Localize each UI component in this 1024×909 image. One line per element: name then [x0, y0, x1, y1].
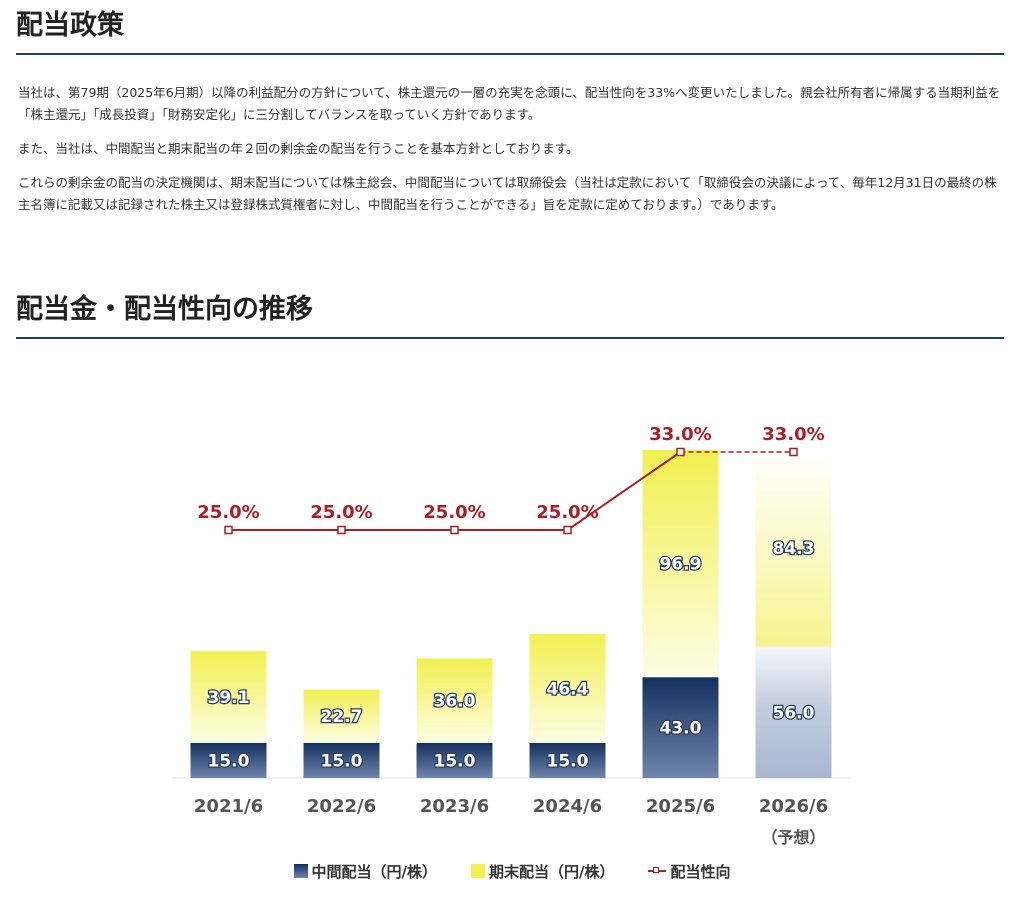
bar-interim-2026/6: [755, 646, 832, 778]
ratio-label-2021/6: 25.0%: [197, 502, 259, 523]
ratio-point-2021/6: [224, 525, 233, 535]
bar-final-2023/6: [416, 658, 493, 743]
final-value-label-2025/6: 96.9: [660, 555, 702, 575]
final-value-label-2026/6: 84.3: [773, 539, 815, 559]
x-tick-label-2022/6: 2022/6: [307, 796, 376, 817]
dividend-trend-title: 配当金・配当性向の推移: [16, 294, 313, 325]
x-tick-label-2024/6: 2024/6: [533, 796, 602, 817]
ratio-label-2022/6: 25.0%: [310, 502, 372, 523]
interim-value-label-2026/6: 56.0: [773, 703, 815, 723]
interim-value-label-2025/6: 43.0: [660, 719, 702, 739]
legend-ratio-label: 配当性向: [670, 862, 731, 881]
bar-final-2021/6: [190, 651, 267, 743]
bar-final-2026/6: [755, 449, 832, 647]
ratio-label-2023/6: 25.0%: [423, 502, 485, 523]
ratio-point-2023/6: [450, 525, 459, 535]
policy-paragraph-1: 当社は、第79期（2025年6月期）以降の利益配分の方針について、株主還元の一層…: [18, 85, 1001, 122]
legend-final-swatch: [470, 864, 485, 878]
bar-final-2022/6: [303, 689, 380, 743]
bar-interim-2021/6: [190, 742, 267, 778]
dividend-chart: 15.0 39.1 15.0 22.7 15.0 36.0 15.0 46.4 43.0 96.9…: [172, 424, 850, 847]
legend-final-label: 期末配当（円/株）: [488, 862, 615, 881]
interim-value-label-2021/6: 15.0: [208, 751, 250, 771]
x-tick-label-2023/6: 2023/6: [420, 796, 489, 817]
policy-paragraph-2: また、当社は、中間配当と期末配当の年２回の剰余金の配当を行うことを基本方針として…: [18, 141, 579, 156]
x-tick-label-2026/6: 2026/6: [759, 796, 828, 817]
ratio-point-2024/6: [563, 525, 572, 535]
bar-final-2024/6: [529, 634, 606, 743]
interim-value-label-2022/6: 15.0: [321, 751, 363, 771]
interim-value-label-2024/6: 15.0: [547, 751, 589, 771]
legend-final: 期末配当（円/株）: [470, 861, 615, 882]
final-value-label-2022/6: 22.7: [321, 707, 363, 727]
policy-title-rule: [16, 53, 1004, 55]
chart-legend: 中間配当（円/株） 期末配当（円/株） 配当性向: [0, 858, 1024, 884]
legend-ratio-swatch: [648, 865, 667, 877]
legend-interim-swatch: [293, 864, 308, 878]
x-tick-note-2026/6: （予想）: [761, 828, 825, 847]
bar-final-2025/6: [642, 449, 719, 678]
ratio-line-segment-4: [566, 451, 682, 531]
policy-paragraph-3: これらの剰余金の配当の決定機関は、期末配当については株主総会、中間配当については…: [18, 175, 997, 212]
final-value-label-2021/6: 39.1: [208, 688, 250, 708]
ratio-label-2024/6: 25.0%: [536, 502, 598, 523]
bar-interim-2025/6: [642, 677, 719, 778]
x-tick-label-2021/6: 2021/6: [194, 796, 263, 817]
ratio-point-2025/6: [676, 447, 685, 457]
legend-ratio: 配当性向: [648, 861, 730, 882]
bar-interim-2024/6: [529, 742, 606, 778]
interim-value-label-2023/6: 15.0: [434, 751, 476, 771]
ratio-point-2026/6: [789, 447, 798, 457]
legend-interim-label: 中間配当（円/株）: [311, 862, 437, 881]
bar-interim-2023/6: [416, 742, 493, 778]
ratio-point-2022/6: [337, 525, 346, 535]
bar-interim-2022/6: [303, 742, 380, 778]
legend-interim: 中間配当（円/株）: [293, 861, 437, 882]
x-tick-label-2025/6: 2025/6: [646, 796, 715, 817]
final-value-label-2024/6: 46.4: [547, 679, 589, 699]
final-value-label-2023/6: 36.0: [434, 692, 476, 712]
dividend-policy-title: 配当政策: [16, 10, 124, 41]
ratio-label-2026/6: 33.0%: [762, 424, 824, 445]
trend-title-rule: [16, 337, 1004, 339]
ratio-label-2025/6: 33.0%: [649, 424, 711, 445]
